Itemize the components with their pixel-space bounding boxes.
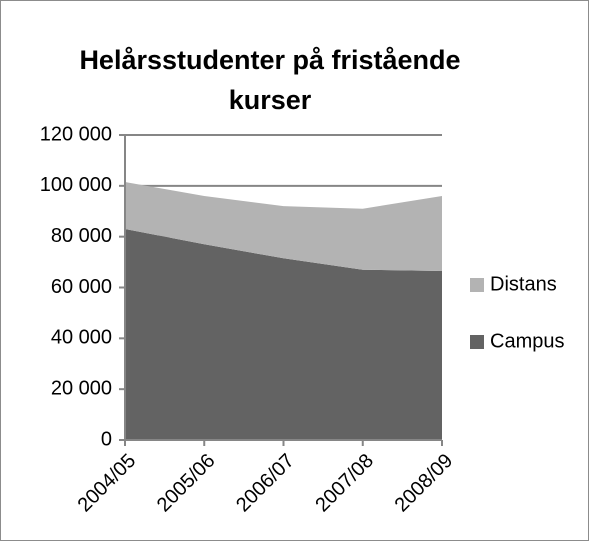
legend-label: Campus xyxy=(490,330,564,352)
area xyxy=(125,182,442,271)
y-tick-label: 40 000 xyxy=(51,327,112,349)
x-tick-label: 2008/09 xyxy=(391,450,458,517)
y-tick-label: 0 xyxy=(101,428,112,450)
y-tick-label: 80 000 xyxy=(51,225,112,247)
y-tick-label: 20 000 xyxy=(51,377,112,399)
legend-swatch xyxy=(470,335,484,349)
legend-swatch xyxy=(470,278,484,292)
x-tick-label: 2005/06 xyxy=(153,450,220,517)
x-tick-label: 2004/05 xyxy=(74,450,141,517)
legend-label: Distans xyxy=(490,273,557,295)
y-tick-label: 120 000 xyxy=(40,123,112,145)
chart-title: Helårsstudenter på fristående kurser xyxy=(79,45,461,115)
x-tick-label: 2007/08 xyxy=(311,450,378,517)
y-tick-label: 60 000 xyxy=(51,276,112,298)
x-tick-label: 2006/07 xyxy=(232,450,299,517)
area xyxy=(125,229,442,440)
y-tick-label: 100 000 xyxy=(40,174,112,196)
